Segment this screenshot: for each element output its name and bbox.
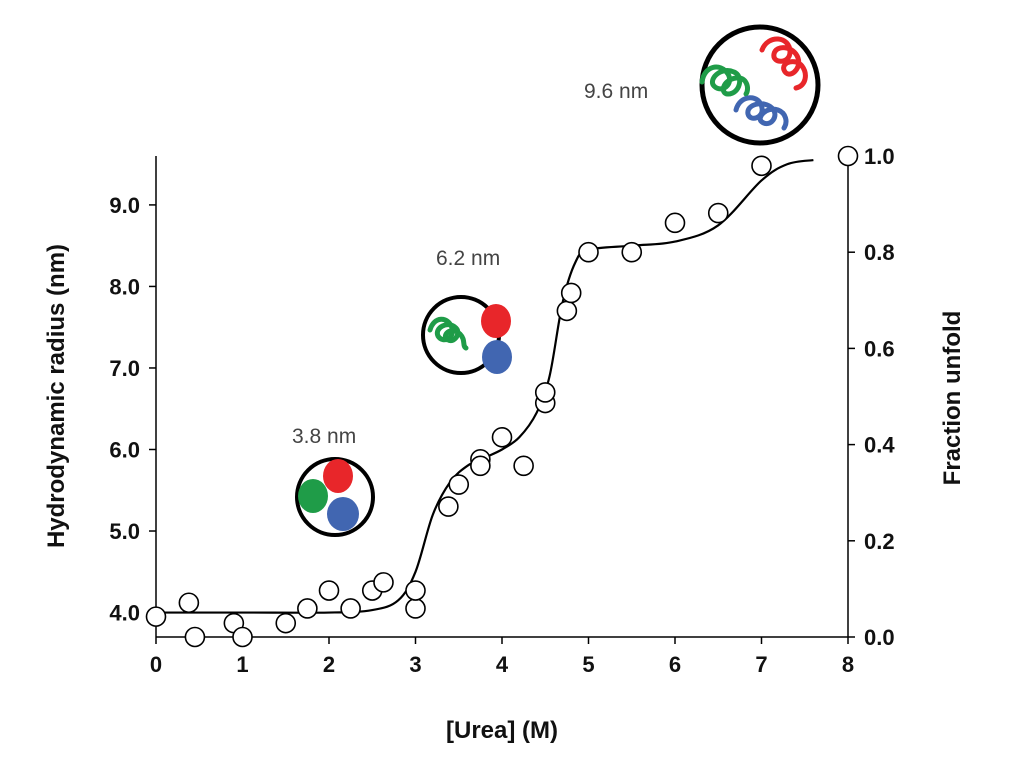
- data-point: [275, 612, 297, 634]
- y-tick-label: 6.0: [109, 437, 140, 462]
- data-point: [560, 282, 582, 304]
- y2-tick-label: 0.6: [864, 336, 895, 361]
- data-point: [664, 212, 686, 234]
- y2-tick-label: 0.0: [864, 625, 895, 650]
- x-tick-label: 7: [755, 652, 767, 677]
- data-points: [145, 145, 859, 648]
- data-point: [297, 598, 318, 619]
- annotation-9-6nm: 9.6 nm: [584, 80, 648, 103]
- data-point: [318, 580, 340, 601]
- y-tick-label: 7.0: [109, 356, 140, 381]
- annotation-6-2nm: 6.2 nm: [436, 247, 500, 270]
- x-axis-title: [Urea] (M): [446, 717, 558, 744]
- y2-axis-title: Fraction unfold: [939, 311, 966, 486]
- data-point: [373, 572, 394, 593]
- data-point: [837, 145, 859, 167]
- y2-tick-label: 1.0: [864, 144, 895, 169]
- x-ticks: 0 1 2 3 4 5 6 7 8: [150, 637, 854, 677]
- x-tick-label: 8: [842, 652, 854, 677]
- data-point: [578, 241, 599, 263]
- data-point: [178, 592, 200, 614]
- data-point: [340, 598, 361, 619]
- y-tick-label: 8.0: [109, 274, 140, 299]
- data-point: [470, 455, 491, 477]
- unfolded-protein-icon: [699, 24, 821, 146]
- x-tick-label: 3: [409, 652, 421, 677]
- data-point: [405, 598, 426, 619]
- y-tick-label: 9.0: [109, 193, 140, 218]
- y-axis-title: Hydrodynamic radius (nm): [43, 244, 70, 548]
- x-tick-label: 2: [323, 652, 335, 677]
- y2-tick-label: 0.8: [864, 240, 895, 265]
- y2-tick-label: 0.4: [864, 433, 895, 458]
- data-point: [448, 474, 470, 495]
- data-point: [513, 455, 534, 477]
- y-ticks: 4.0 5.0 6.0 7.0 8.0 9.0: [109, 193, 156, 626]
- data-point: [534, 382, 556, 403]
- data-point: [491, 426, 513, 448]
- data-point: [621, 241, 643, 263]
- x-tick-label: 1: [236, 652, 248, 677]
- fit-curve: [156, 158, 814, 614]
- data-point: [438, 496, 459, 517]
- data-point: [751, 155, 772, 177]
- y2-tick-label: 0.2: [864, 529, 895, 554]
- y-tick-label: 5.0: [109, 519, 140, 544]
- data-point: [232, 626, 253, 648]
- partially-unfolded-protein-icon: [421, 295, 512, 375]
- data-point: [707, 202, 729, 224]
- data-point: [145, 606, 167, 627]
- x-tick-label: 0: [150, 652, 162, 677]
- annotation-3-8nm: 3.8 nm: [292, 425, 356, 448]
- x-tick-label: 4: [496, 652, 509, 677]
- data-point: [405, 580, 426, 601]
- x-tick-label: 6: [669, 652, 681, 677]
- x-tick-label: 5: [582, 652, 594, 677]
- data-point: [184, 626, 206, 648]
- y-tick-label: 4.0: [109, 601, 140, 626]
- y2-ticks: 0.0 0.2 0.4 0.6 0.8 1.0: [848, 144, 895, 650]
- compact-protein-icon: [295, 457, 375, 537]
- data-point: [556, 300, 578, 322]
